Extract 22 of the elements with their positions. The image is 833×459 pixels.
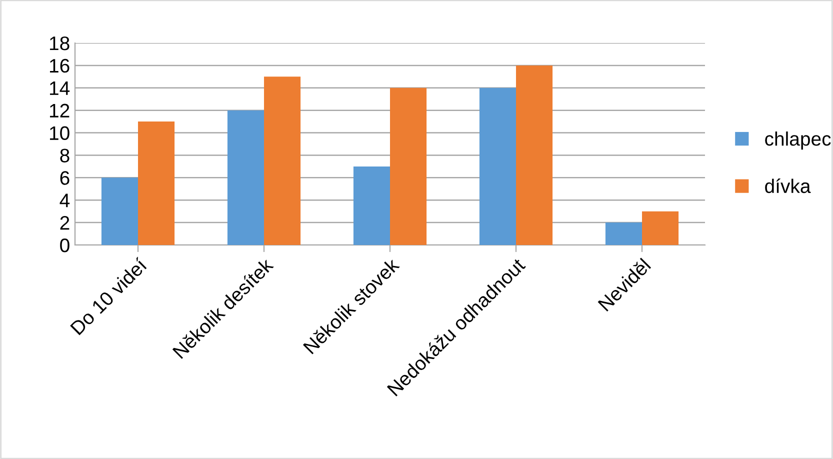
- bar: [642, 211, 679, 245]
- y-tick-label: 0: [60, 238, 70, 252]
- y-tick-label: 8: [60, 148, 70, 162]
- y-tick-label: 4: [60, 194, 70, 208]
- legend-label: chlapec: [765, 131, 831, 150]
- bar: [390, 88, 427, 245]
- bar: [479, 88, 516, 245]
- y-tick-label: 12: [50, 104, 70, 118]
- bar: [227, 110, 264, 245]
- bar: [516, 65, 553, 245]
- bar: [101, 178, 138, 245]
- y-tick-label: 6: [60, 171, 70, 185]
- y-tick-label: 14: [50, 82, 70, 95]
- bar: [138, 122, 175, 245]
- y-tick-label: 16: [50, 58, 70, 73]
- bar: [264, 76, 301, 245]
- bar: [605, 222, 642, 245]
- bar: [353, 166, 390, 245]
- y-tick-label: 2: [60, 216, 70, 230]
- y-tick-label: 10: [50, 126, 70, 140]
- legend-label: dívka: [765, 178, 811, 194]
- y-tick-label: 18: [50, 36, 70, 50]
